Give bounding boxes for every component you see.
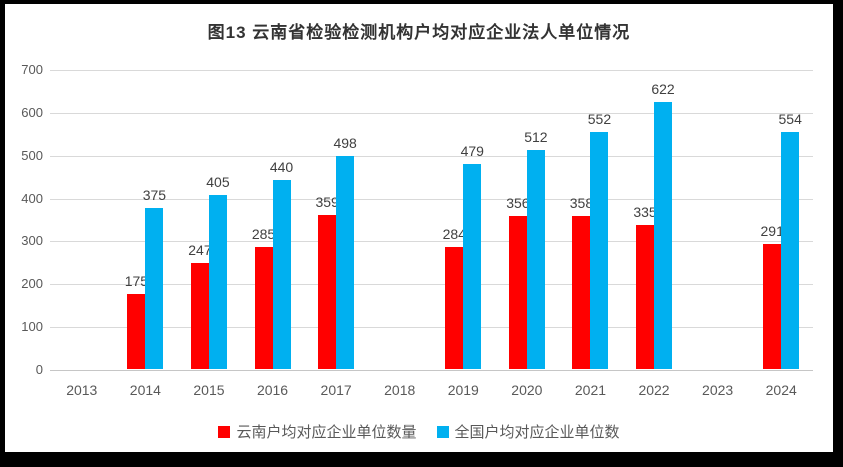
y-tick-label-400: 400 (21, 190, 43, 206)
data-label-series1-2014: 375 (142, 187, 167, 204)
bar-series0-2024 (763, 244, 782, 369)
bar-series1-2024 (781, 131, 800, 369)
y-tick-label-200: 200 (21, 276, 43, 292)
bar-series1-2015 (208, 195, 227, 369)
gridline-300 (50, 241, 813, 243)
legend: 云南户均对应企业单位数量 全国户均对应企业单位数 (5, 421, 833, 442)
gridline-200 (50, 284, 813, 286)
y-tick-label-600: 600 (21, 104, 43, 120)
y-tick-label-300: 300 (21, 233, 43, 249)
bar-series1-2019 (463, 163, 482, 369)
data-label-series1-2021: 552 (587, 111, 612, 128)
data-label-series0-2017: 359 (315, 194, 339, 211)
x-tick-label-2018: 2018 (384, 382, 416, 398)
gridline-700 (50, 70, 813, 71)
y-tick-label-700: 700 (21, 62, 43, 77)
bar-series0-2014 (127, 294, 146, 369)
legend-item-1: 全国户均对应企业单位数 (436, 421, 620, 442)
y-tick-label-100: 100 (21, 319, 43, 335)
x-tick-label-2013: 2013 (66, 382, 98, 398)
x-tick-label-2022: 2022 (638, 382, 670, 398)
plot-area: 175 375 247 405 285 440 359 498 284 479 356 512 358 5… (50, 70, 813, 371)
legend-swatch-icon (436, 425, 449, 438)
bar-series0-2020 (508, 216, 527, 369)
gridline-100 (50, 327, 813, 329)
x-tick-label-2019: 2019 (447, 382, 479, 398)
x-tick-label-2023: 2023 (702, 382, 734, 398)
bar-series0-2021 (572, 215, 591, 369)
x-tick-label-2014: 2014 (129, 382, 161, 398)
bar-series1-2022 (654, 102, 673, 369)
chart-title: 图13 云南省检验检测机构户均对应企业法人单位情况 (207, 23, 631, 42)
x-tick-label-2020: 2020 (511, 382, 543, 398)
data-label-series1-2019: 479 (460, 142, 484, 159)
data-label-series0-2015: 247 (188, 242, 212, 259)
data-label-series1-2022: 622 (651, 81, 675, 98)
bar-series0-2015 (190, 263, 209, 369)
data-label-series1-2020: 512 (524, 128, 548, 145)
bar-series1-2021 (590, 132, 609, 369)
x-tick-label-2017: 2017 (320, 382, 352, 398)
gridline-400 (50, 198, 813, 200)
data-label-series1-2024: 554 (778, 110, 802, 127)
data-label-series1-2015: 405 (206, 174, 230, 191)
bar-series0-2016 (254, 246, 273, 369)
y-tick-label-500: 500 (21, 147, 43, 163)
data-label-series1-2017: 498 (333, 134, 357, 151)
bar-series1-2016 (272, 180, 291, 369)
data-label-series0-2016: 285 (251, 225, 276, 242)
bar-series1-2020 (526, 149, 545, 369)
data-label-series0-2021: 358 (569, 194, 594, 211)
legend-label: 云南户均对应企业单位数量 (236, 424, 417, 441)
gridline-600 (50, 112, 813, 114)
bar-series1-2014 (145, 208, 164, 369)
data-label-series1-2016: 440 (269, 159, 294, 176)
data-label-series0-2014: 175 (124, 273, 149, 289)
gridline-500 (50, 155, 813, 157)
bar-series0-2017 (318, 215, 337, 369)
y-tick-label-0: 0 (35, 362, 43, 377)
data-label-series0-2019: 284 (442, 226, 466, 243)
legend-label: 全国户均对应企业单位数 (454, 424, 620, 441)
x-tick-label-2016: 2016 (256, 382, 289, 398)
legend-item-0: 云南户均对应企业单位数量 (218, 421, 417, 442)
x-tick-label-2021: 2021 (574, 382, 607, 398)
bar-series0-2022 (636, 225, 655, 369)
legend-swatch-icon (218, 425, 231, 438)
data-label-series0-2024: 291 (760, 223, 784, 240)
x-tick-label-2015: 2015 (193, 382, 225, 398)
bar-series1-2017 (336, 155, 355, 369)
bar-series0-2019 (445, 247, 464, 369)
x-tick-label-2024: 2024 (765, 382, 797, 398)
data-label-series0-2020: 356 (506, 195, 530, 212)
data-label-series0-2022: 335 (633, 204, 657, 221)
gridline-0 (50, 370, 813, 371)
